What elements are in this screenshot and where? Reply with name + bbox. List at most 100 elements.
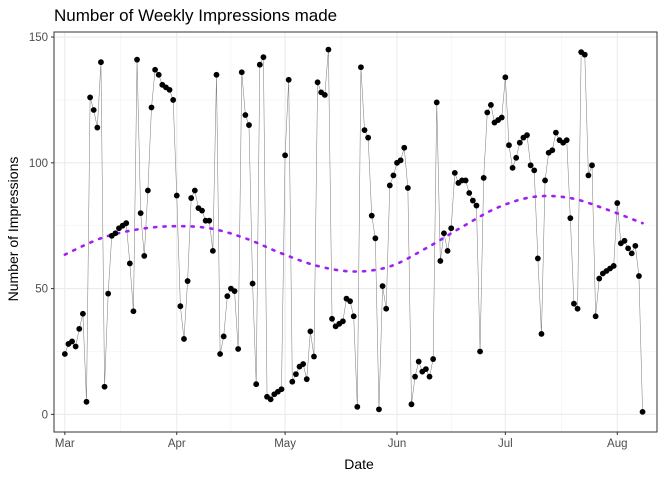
data-point: [408, 401, 415, 408]
data-point: [473, 202, 480, 209]
data-point: [488, 102, 494, 108]
data-point: [141, 253, 148, 259]
data-point: [415, 358, 422, 365]
data-point: [358, 64, 364, 71]
data-point: [628, 250, 635, 257]
data-point: [155, 71, 162, 78]
data-point: [282, 152, 288, 159]
data-point: [404, 185, 411, 191]
data-point: [98, 59, 104, 66]
data-point: [134, 56, 140, 63]
data-point: [260, 54, 267, 61]
data-point: [188, 195, 195, 201]
data-point: [249, 280, 256, 287]
data-point: [498, 114, 505, 121]
data-point: [614, 200, 621, 206]
data-point: [484, 109, 491, 116]
data-point: [527, 162, 534, 169]
data-point: [87, 94, 94, 101]
trend-line: [63, 194, 644, 273]
data-point: [94, 124, 101, 131]
data-point: [213, 71, 220, 78]
data-point: [220, 333, 227, 340]
data-point: [516, 139, 523, 146]
data-point: [181, 336, 187, 342]
data-point: [390, 172, 397, 179]
data-point: [549, 147, 556, 154]
x-tick-label: Jun: [388, 438, 407, 450]
data-point: [636, 273, 642, 279]
data-point: [639, 408, 646, 415]
data-point: [383, 305, 390, 312]
data-point: [426, 373, 433, 380]
data-point: [592, 313, 599, 320]
data-point: [448, 225, 455, 232]
data-point: [83, 398, 90, 405]
data-point: [361, 127, 368, 134]
data-point: [347, 298, 353, 305]
data-point: [480, 175, 487, 181]
x-tick-label: Mar: [55, 438, 75, 450]
data-point: [538, 330, 545, 337]
data-point: [217, 351, 224, 357]
x-tick-label: Aug: [607, 438, 627, 450]
data-point: [567, 215, 574, 222]
data-point: [354, 403, 361, 410]
y-tick-label: 150: [29, 32, 48, 44]
data-point: [267, 396, 274, 403]
x-tick-label: Jul: [498, 438, 513, 450]
data-point: [585, 172, 592, 179]
y-tick-label: 0: [42, 409, 48, 421]
data-point: [72, 343, 79, 350]
data-point: [130, 308, 137, 315]
data-point: [90, 107, 97, 113]
plot-background: [54, 32, 657, 432]
x-tick-label: Apr: [168, 438, 186, 450]
data-point: [224, 293, 231, 300]
data-point: [581, 51, 588, 58]
data-point: [437, 258, 444, 264]
data-point: [401, 144, 408, 151]
data-point: [231, 288, 238, 295]
data-point: [502, 74, 509, 81]
data-point: [469, 197, 476, 204]
data-point: [238, 69, 245, 76]
data-point: [311, 353, 317, 360]
data-point: [365, 134, 372, 141]
data-point: [368, 212, 375, 219]
data-point: [596, 275, 603, 282]
data-point: [321, 91, 328, 98]
data-point: [285, 76, 292, 83]
data-point: [506, 142, 512, 149]
data-point: [451, 169, 458, 176]
data-point: [339, 318, 346, 325]
y-tick-label: 100: [29, 158, 48, 170]
data-point: [589, 162, 595, 169]
data-point: [542, 177, 548, 184]
data-point: [412, 373, 418, 380]
data-point: [256, 61, 263, 68]
data-point: [462, 177, 469, 184]
data-point: [621, 237, 628, 244]
data-point: [184, 278, 191, 284]
data-point: [477, 348, 483, 355]
data-point: [293, 371, 299, 378]
data-point: [253, 381, 260, 388]
data-point: [76, 325, 83, 332]
data-point: [123, 220, 130, 227]
x-tick-label: May: [274, 438, 296, 450]
data-point: [105, 290, 112, 297]
data-point: [632, 242, 639, 249]
y-axis-label: Number of Impressions: [5, 157, 21, 302]
data-point: [372, 235, 379, 242]
data-point: [553, 129, 559, 136]
data-point: [144, 187, 151, 194]
data-point: [314, 79, 321, 86]
y-tick-label: 50: [35, 284, 48, 296]
data-point: [574, 305, 581, 312]
data-point: [126, 260, 133, 267]
chart-title: Number of Weekly Impressions made: [54, 6, 337, 25]
data-point: [444, 247, 451, 254]
